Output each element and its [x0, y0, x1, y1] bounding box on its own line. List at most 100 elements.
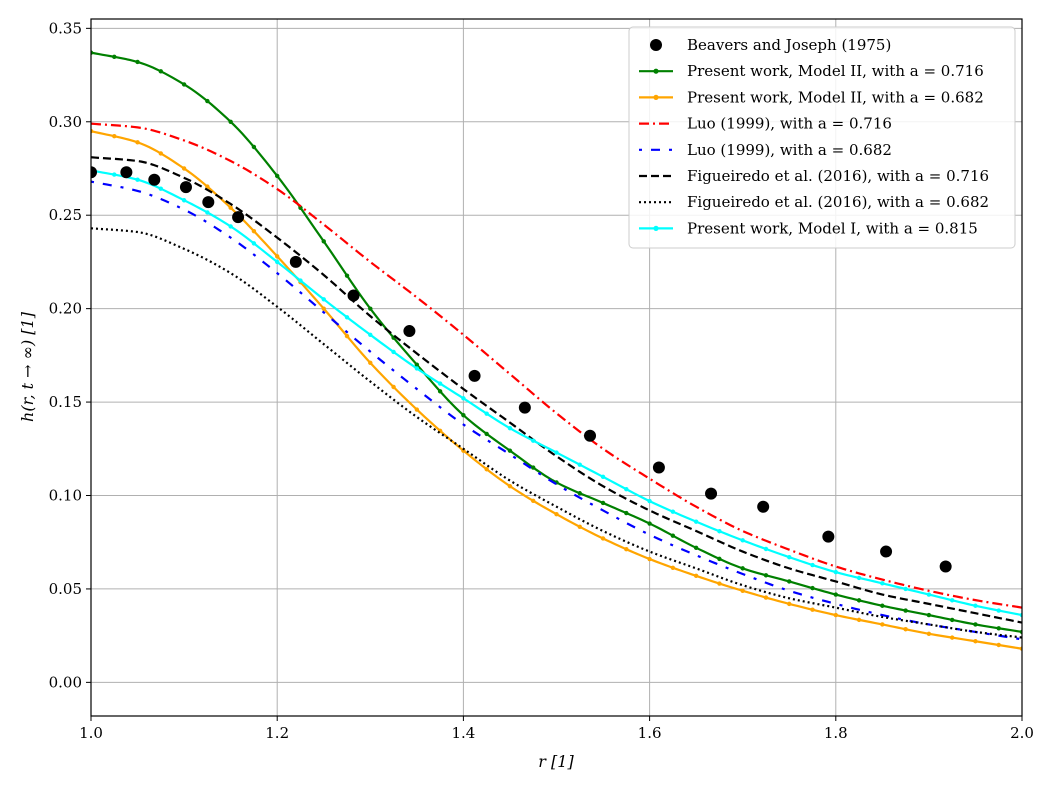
- series-marker: [693, 519, 699, 524]
- legend-marker: [653, 225, 659, 231]
- series-marker: [926, 592, 932, 597]
- series-line: [91, 156, 1022, 624]
- series-marker: [344, 273, 350, 278]
- series-marker: [461, 396, 466, 401]
- series-marker: [600, 536, 606, 541]
- series-marker: [461, 412, 466, 418]
- data-point: [822, 530, 835, 543]
- series-marker: [740, 566, 745, 571]
- x-tick-label: 1.2: [265, 724, 289, 742]
- series-marker: [275, 259, 280, 265]
- series-marker: [600, 500, 606, 506]
- legend-label: Figueiredo et al. (2016), with a = 0.682: [687, 193, 989, 211]
- series-marker: [833, 569, 838, 575]
- series-marker: [647, 556, 652, 562]
- series-marker: [996, 608, 1001, 613]
- legend: Beavers and Joseph (1975) Present work, M…: [628, 26, 1016, 249]
- series-marker: [810, 562, 815, 568]
- series-marker: [717, 529, 722, 534]
- series-marker: [181, 82, 187, 87]
- series-marker: [717, 556, 722, 562]
- series-marker: [414, 362, 420, 367]
- data-point: [584, 429, 597, 442]
- data-point: [468, 369, 481, 382]
- series-marker: [763, 573, 769, 578]
- series-marker: [903, 608, 908, 613]
- series-marker: [437, 389, 443, 394]
- y-tick-label: 0.10: [49, 487, 82, 505]
- series-marker: [391, 384, 396, 390]
- series-marker: [856, 575, 862, 581]
- plot-frame: [90, 18, 1023, 717]
- series-marker: [344, 315, 350, 320]
- series-marker: [647, 498, 652, 504]
- series-marker: [112, 172, 117, 177]
- legend-label: Luo (1999), with a = 0.682: [687, 141, 892, 159]
- series-marker: [368, 306, 373, 311]
- series-marker: [344, 333, 350, 339]
- series-marker: [810, 585, 815, 591]
- data-point: [705, 487, 718, 500]
- series-marker: [368, 332, 373, 337]
- legend-label: Present work, Model II, with a = 0.682: [687, 88, 984, 106]
- series-marker: [554, 450, 559, 455]
- series-marker: [135, 59, 140, 65]
- legend-label: Present work, Model II, with a = 0.716: [687, 62, 984, 80]
- series-marker: [484, 411, 489, 416]
- series-marker: [181, 166, 187, 171]
- series-marker: [158, 186, 164, 191]
- series-marker: [647, 521, 652, 526]
- data-point: [518, 401, 531, 414]
- series-line: [91, 227, 1022, 639]
- series-marker: [484, 467, 489, 472]
- series-marker: [577, 462, 582, 467]
- series-marker: [787, 554, 792, 560]
- series-marker: [763, 546, 769, 552]
- series-marker: [135, 177, 140, 182]
- series-marker: [740, 588, 745, 594]
- series-marker: [275, 173, 280, 179]
- y-tick-label: 0.20: [49, 300, 82, 318]
- legend-label: Present work, Model I, with a = 0.815: [687, 219, 978, 237]
- legend-box: [628, 26, 1016, 249]
- series-marker: [973, 622, 978, 627]
- series-marker: [135, 140, 140, 145]
- data-point: [403, 325, 416, 338]
- series-marker: [205, 210, 210, 215]
- series-marker: [321, 297, 326, 302]
- data-point: [880, 545, 893, 558]
- series-marker: [554, 511, 559, 517]
- series-marker: [112, 133, 117, 139]
- series-line: [91, 122, 1022, 609]
- series-marker: [624, 547, 629, 552]
- series-marker: [624, 510, 629, 516]
- series-marker: [600, 474, 606, 480]
- series-marker: [880, 581, 885, 586]
- series-marker: [275, 254, 280, 259]
- series-marker: [949, 598, 955, 603]
- grid: [90, 19, 1023, 716]
- x-tick-label: 1.8: [824, 724, 848, 742]
- series-layer: [91, 50, 1022, 651]
- legend-marker: [653, 94, 659, 100]
- series-marker: [903, 627, 908, 632]
- series-marker: [228, 224, 233, 229]
- series-marker: [670, 509, 676, 514]
- series-marker: [973, 603, 978, 608]
- series-marker: [787, 579, 792, 584]
- y-tick-label: 0.05: [49, 580, 82, 598]
- series-marker: [251, 228, 257, 234]
- legend-label: Figueiredo et al. (2016), with a = 0.716: [687, 167, 989, 185]
- series-marker: [717, 581, 722, 586]
- series-marker: [740, 538, 745, 543]
- legend-marker: [653, 68, 659, 74]
- data-point: [202, 196, 215, 209]
- series-marker: [763, 595, 769, 600]
- series-marker: [949, 635, 955, 640]
- series-marker: [624, 487, 629, 492]
- data-point: [179, 181, 192, 194]
- series-group: [91, 50, 1022, 651]
- y-tick-label: 0.15: [49, 393, 82, 411]
- series-marker: [181, 198, 187, 203]
